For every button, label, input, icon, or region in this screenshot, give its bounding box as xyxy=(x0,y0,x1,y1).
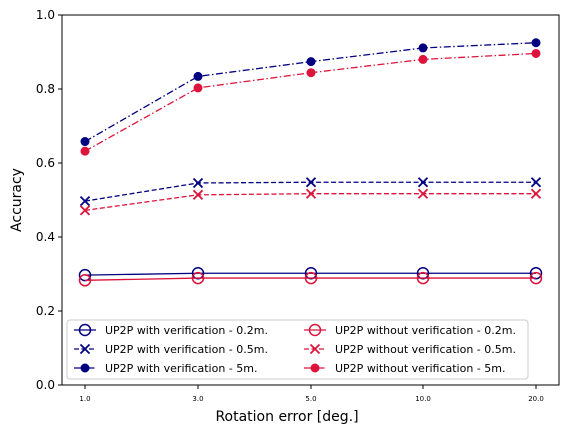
series-line xyxy=(84,193,536,212)
data-point xyxy=(191,271,205,285)
data-point xyxy=(193,71,203,81)
plot-layer xyxy=(78,38,543,287)
x-axis: 1.0 3.0 5.0 10.0 20.0 xyxy=(79,385,544,403)
data-point xyxy=(418,54,428,64)
x-axis-label: Rotation error [deg.] xyxy=(215,409,358,425)
data-point xyxy=(78,274,92,287)
legend-item: UP2P without verification - 0.2m. xyxy=(304,323,516,337)
data-point xyxy=(192,177,204,189)
legend-label: UP2P without verification - 5m. xyxy=(335,362,505,375)
x-tick-label: 1.0 xyxy=(79,395,90,403)
legend-label: UP2P with verification - 5m. xyxy=(105,362,257,375)
series-up2p-with-verification-0-5m xyxy=(79,177,542,207)
y-tick-label: 0.2 xyxy=(36,304,55,318)
legend-box xyxy=(66,319,529,380)
data-point xyxy=(417,188,429,199)
legend-marker xyxy=(310,363,320,373)
y-tick-label: 0.0 xyxy=(36,378,55,392)
data-point xyxy=(304,271,318,285)
legend: UP2P with verification - 0.2m. UP2P with … xyxy=(66,319,529,380)
data-point xyxy=(529,271,543,285)
legend-marker xyxy=(308,323,322,337)
legend-label: UP2P without verification - 0.5m. xyxy=(335,343,516,356)
series-up2p-without-verification-0-5m xyxy=(79,188,542,216)
legend-marker xyxy=(78,323,92,337)
series-line xyxy=(84,272,536,276)
series-up2p-without-verification-5m xyxy=(80,48,541,156)
data-point xyxy=(80,137,90,147)
data-point xyxy=(530,188,542,199)
series-line xyxy=(84,277,536,281)
legend-marker xyxy=(80,363,90,373)
data-point xyxy=(79,195,91,207)
series-up2p-without-verification-0-2m xyxy=(78,271,543,287)
y-axis-label: Accuracy xyxy=(9,168,25,232)
x-tick-label: 20.0 xyxy=(528,395,544,403)
x-tick-label: 10.0 xyxy=(415,395,431,403)
y-axis: 0.0 0.2 0.4 0.6 0.8 1.0 xyxy=(36,8,62,392)
data-point xyxy=(531,38,541,48)
data-point xyxy=(306,68,316,78)
legend-label: UP2P with verification - 0.5m. xyxy=(105,343,268,356)
data-point xyxy=(304,267,318,280)
data-point xyxy=(306,57,316,67)
legend-marker xyxy=(79,343,91,355)
legend-label: UP2P without verification - 0.2m. xyxy=(335,324,516,337)
data-point xyxy=(80,146,90,156)
data-point xyxy=(193,83,203,93)
data-point xyxy=(305,177,317,188)
data-point xyxy=(416,267,430,280)
data-point xyxy=(418,43,428,53)
data-point xyxy=(531,48,541,58)
data-point xyxy=(191,267,205,280)
data-point xyxy=(78,268,92,282)
data-point xyxy=(529,267,543,280)
y-tick-label: 0.8 xyxy=(36,82,55,96)
legend-label: UP2P with verification - 0.2m. xyxy=(105,324,268,337)
legend-item: UP2P with verification - 0.2m. xyxy=(74,323,268,337)
series-up2p-with-verification-5m xyxy=(80,38,541,147)
y-tick-label: 0.6 xyxy=(36,156,55,170)
data-point xyxy=(192,189,204,200)
series-line xyxy=(84,181,536,202)
legend-item: UP2P with verification - 5m. xyxy=(74,362,257,375)
data-point xyxy=(79,205,91,216)
data-point xyxy=(530,177,542,188)
data-point xyxy=(417,177,429,188)
data-point xyxy=(305,188,317,199)
x-tick-label: 5.0 xyxy=(305,395,316,403)
legend-item: UP2P with verification - 0.5m. xyxy=(74,343,268,356)
legend-marker xyxy=(309,343,321,355)
legend-item: UP2P without verification - 0.5m. xyxy=(304,343,516,356)
y-tick-label: 0.4 xyxy=(36,230,55,244)
data-point xyxy=(416,271,430,285)
legend-item: UP2P without verification - 5m. xyxy=(304,362,505,375)
y-tick-label: 1.0 xyxy=(36,8,55,22)
x-tick-label: 3.0 xyxy=(192,395,203,403)
